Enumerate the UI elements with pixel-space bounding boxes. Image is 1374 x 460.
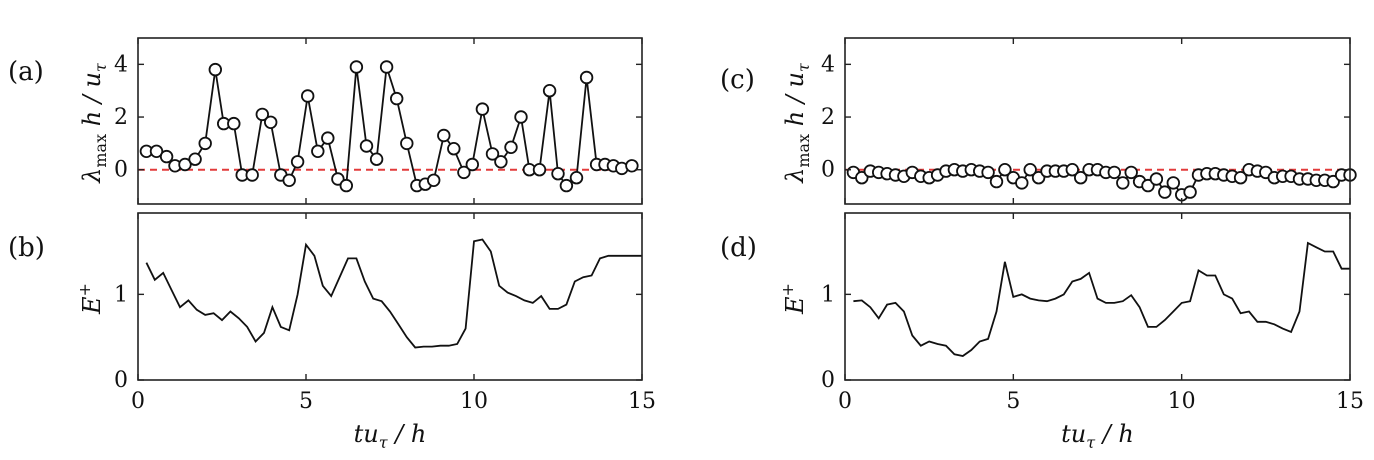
panel-d: (d)010 5 10 15E+tuτ / h	[720, 212, 1364, 452]
data-point	[227, 116, 241, 131]
data-point	[494, 155, 508, 169]
data-point	[1166, 176, 1181, 190]
x-axis-label: tuτ / h	[354, 420, 427, 452]
series-line	[853, 241, 1350, 357]
data-point	[447, 141, 461, 156]
panel-c: (c) 0 2 4 λmax h / uτ	[720, 37, 1357, 205]
data-point	[514, 110, 528, 124]
data-point	[532, 162, 547, 177]
data-point	[400, 136, 414, 151]
data-point	[542, 83, 557, 98]
data-point	[369, 152, 384, 166]
data-point	[427, 173, 441, 188]
y-tick-label: 4	[114, 52, 128, 77]
data-point	[569, 170, 584, 185]
data-point	[339, 178, 354, 193]
data-point	[1183, 185, 1197, 199]
data-point	[1116, 176, 1130, 190]
data-point	[301, 89, 315, 103]
panel-label: (b)	[8, 233, 45, 263]
panel-label: (a)	[8, 57, 44, 87]
data-point	[1158, 185, 1172, 199]
data-point	[504, 140, 518, 155]
x-tick-label: 5	[299, 389, 313, 414]
y-tick-label: 2	[821, 105, 835, 130]
x-tick-label: 10	[1168, 389, 1196, 414]
data-point	[485, 147, 500, 161]
axes-frame	[844, 37, 1351, 205]
data-point	[465, 157, 480, 172]
y-axis-label: E+	[778, 283, 809, 315]
data-point	[579, 70, 594, 85]
data-point	[198, 136, 212, 151]
data-point	[1015, 176, 1029, 190]
data-point	[989, 174, 1004, 189]
y-tick-label: 0	[114, 158, 128, 183]
data-point	[625, 159, 639, 173]
panel-label: (c)	[720, 65, 755, 95]
data-point	[188, 152, 202, 166]
data-point	[981, 165, 995, 180]
data-point	[1124, 165, 1138, 180]
x-tick-label: 10	[460, 389, 488, 414]
x-tick-label: 0	[838, 389, 852, 414]
y-axis-label: λmax h / uτ	[781, 62, 813, 184]
data-point	[208, 62, 223, 77]
data-point	[551, 166, 565, 181]
data-point	[264, 115, 278, 130]
axes-frame	[844, 212, 1351, 381]
data-point	[1023, 162, 1037, 177]
x-axis-label: tuτ / h	[1061, 420, 1134, 452]
y-tick-label: 0	[821, 368, 835, 393]
axes-frame	[137, 212, 643, 381]
data-point	[349, 60, 364, 74]
y-axis-label: λmax h / uτ	[78, 62, 110, 184]
data-point	[290, 155, 305, 169]
data-point	[437, 128, 451, 143]
data-point	[1149, 172, 1164, 186]
y-tick-label: 1	[114, 282, 128, 307]
axes-frame	[137, 37, 643, 205]
y-tick-label: 0	[821, 158, 835, 183]
data-point	[159, 149, 174, 164]
y-tick-label: 0	[114, 368, 128, 393]
data-point	[245, 168, 259, 182]
data-point	[282, 173, 296, 188]
data-point	[559, 178, 574, 193]
x-tick-label: 15	[628, 389, 656, 414]
data-point	[321, 131, 335, 145]
x-tick-label: 5	[1006, 389, 1020, 414]
x-tick-label: 15	[1336, 389, 1364, 414]
y-tick-label: 2	[114, 105, 128, 130]
data-point	[255, 107, 270, 122]
data-point	[475, 102, 490, 116]
data-point	[178, 157, 192, 172]
y-axis-label: E+	[75, 283, 106, 315]
data-point	[457, 165, 471, 180]
data-point	[855, 170, 869, 185]
data-point	[1065, 162, 1080, 177]
data-point	[359, 139, 374, 153]
panel-b: (b)010 5 10 15E+tuτ / h	[8, 212, 656, 452]
series-line	[145, 238, 642, 349]
y-tick-label: 4	[821, 52, 835, 77]
data-point	[1073, 170, 1088, 185]
x-tick-label: 0	[131, 389, 145, 414]
y-tick-label: 1	[821, 282, 835, 307]
data-point	[1107, 165, 1122, 180]
data-point	[379, 60, 394, 74]
data-point	[998, 162, 1012, 177]
panel-label: (d)	[720, 233, 757, 263]
data-point	[1233, 170, 1248, 185]
data-point	[311, 144, 325, 159]
data-point	[149, 144, 164, 159]
data-point	[390, 91, 404, 106]
